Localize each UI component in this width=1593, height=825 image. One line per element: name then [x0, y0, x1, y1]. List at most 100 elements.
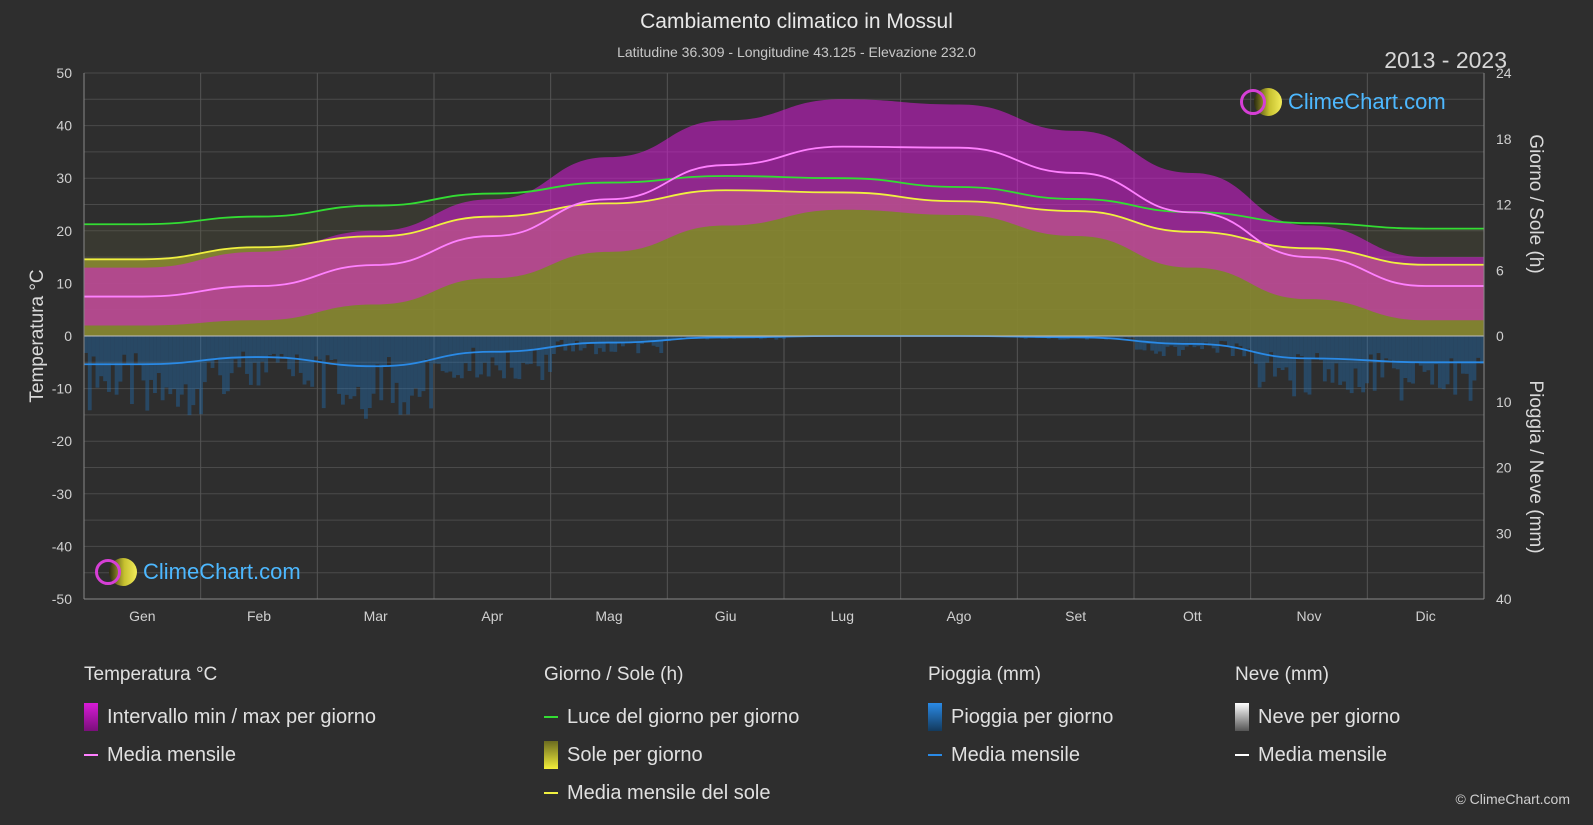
legend-item-daylight: Luce del giorno per giorno	[544, 698, 799, 736]
rain-day-bar	[1403, 336, 1408, 379]
y-tick-label-right-bottom: 40	[1496, 591, 1512, 607]
rain-day-bar	[229, 336, 234, 374]
rain-day-bar	[644, 336, 648, 343]
rain-day-bar	[364, 336, 368, 419]
rain-day-bar	[1211, 336, 1216, 349]
rain-day-bar	[1207, 336, 1212, 346]
rain-day-bar	[110, 336, 115, 364]
rain-day-bar	[417, 336, 422, 397]
rain-day-bar	[264, 336, 269, 373]
rain-day-bar	[1227, 336, 1231, 346]
rain-day-bar	[410, 336, 414, 396]
rain-day-bar	[574, 336, 579, 341]
y-tick-label-right-bottom: 10	[1496, 394, 1512, 410]
rain-day-bar	[371, 336, 376, 394]
rain-day-bar	[248, 336, 253, 385]
swatch-snow-mean	[1235, 754, 1249, 756]
y-tick-label-left: -30	[52, 486, 72, 502]
rain-day-bar	[1111, 336, 1116, 339]
rain-day-bar	[425, 336, 430, 359]
rain-day-bar	[1338, 336, 1343, 385]
legend-item-rain-mean: Media mensile	[928, 736, 1113, 774]
y-tick-label-left: 0	[64, 328, 72, 344]
rain-day-bar	[678, 336, 683, 340]
legend-heading: Temperatura °C	[84, 664, 218, 685]
rain-day-bar	[632, 336, 637, 342]
rain-day-bar	[486, 336, 491, 377]
rain-day-bar	[475, 336, 480, 378]
rain-day-bar	[367, 336, 372, 409]
logo-top: ClimeChart.com	[1240, 88, 1446, 116]
rain-day-bar	[1476, 336, 1481, 358]
rain-day-bar	[559, 336, 564, 340]
rain-day-bar	[1184, 336, 1189, 347]
y-tick-label-left: 50	[56, 65, 72, 81]
legend-heading: Pioggia (mm)	[928, 664, 1041, 685]
rain-day-bar	[314, 336, 318, 357]
rain-day-bar	[555, 336, 560, 342]
y-axis-label-left: Temperatura °C	[27, 269, 48, 402]
legend-label: Media mensile del sole	[567, 781, 771, 804]
rain-day-bar	[84, 336, 88, 353]
y-tick-label-left: 10	[56, 275, 72, 291]
rain-day-bar	[1388, 336, 1392, 360]
temperature-mean-line	[84, 145, 1484, 298]
rain-day-bar	[1418, 336, 1423, 366]
rain-day-bar	[1169, 336, 1174, 346]
rain-day-bar	[183, 336, 188, 385]
rain-day-bar	[329, 336, 334, 361]
rain-day-bar	[1426, 336, 1431, 371]
rain-day-bar	[647, 336, 652, 341]
rain-day-bar	[548, 336, 552, 372]
legend-heading: Giorno / Sole (h)	[544, 664, 684, 685]
rain-day-bar	[1196, 336, 1201, 347]
rain-day-bar	[640, 336, 644, 344]
rain-day-bar	[502, 336, 506, 379]
daylight-line	[84, 175, 1484, 230]
rain-day-bar	[1269, 336, 1274, 353]
climate-chart: 50 40 30 20 10 0 -10 -20 -30 -40 -50 24 18 12 6 0 10 20 30…	[27, 65, 1546, 624]
rain-day-bar	[348, 336, 353, 399]
rain-day-bar	[291, 336, 295, 377]
rain-day-bar	[406, 336, 411, 415]
rain-day-bar	[456, 336, 460, 376]
rain-day-bar	[433, 336, 437, 364]
rain-day-bar	[544, 336, 549, 355]
rain-day-bar	[1464, 336, 1469, 374]
x-tick-label: Lug	[831, 608, 854, 624]
y-tick-label-right-bottom: 20	[1496, 460, 1512, 476]
rain-day-bar	[1380, 336, 1385, 378]
x-tick-label: Ago	[947, 608, 972, 624]
rain-day-bar	[1391, 336, 1396, 369]
rain-day-bar	[1200, 336, 1204, 350]
rain-mean-line	[84, 335, 1484, 368]
rain-day-bar	[379, 336, 384, 401]
rain-day-bar	[222, 336, 226, 395]
rain-day-bar	[1265, 336, 1270, 363]
y-tick-label-right-top: 24	[1496, 65, 1512, 81]
rain-day-bar	[1326, 336, 1331, 370]
rain-day-bar	[601, 336, 606, 352]
rain-day-bar	[1303, 336, 1308, 393]
legend-item-snow-mean: Media mensile	[1235, 736, 1400, 774]
rain-day-bar	[360, 336, 364, 410]
rain-day-bar	[122, 336, 127, 355]
rain-day-bar	[667, 336, 671, 342]
rain-day-bar	[317, 336, 322, 360]
rain-day-bar	[444, 336, 449, 373]
rain-day-bar	[199, 336, 203, 415]
rain-day-bar	[1372, 336, 1377, 391]
rain-day-bar	[1154, 336, 1158, 354]
swatch-sun-mean	[544, 792, 558, 794]
rain-day-bar	[620, 336, 625, 347]
swatch-daylight	[544, 716, 558, 718]
rain-day-bar	[1399, 336, 1404, 401]
rain-day-bar	[187, 336, 192, 416]
rain-day-bar	[1219, 336, 1224, 341]
y-tick-label-left: -40	[52, 538, 72, 554]
rain-day-bar	[636, 336, 641, 354]
rain-day-bar	[271, 336, 276, 354]
legend-daysun: Giorno / Sole (h) Luce del giorno per gi…	[544, 664, 799, 812]
rain-day-bar	[1165, 336, 1170, 347]
rain-day-bar	[1353, 336, 1358, 369]
